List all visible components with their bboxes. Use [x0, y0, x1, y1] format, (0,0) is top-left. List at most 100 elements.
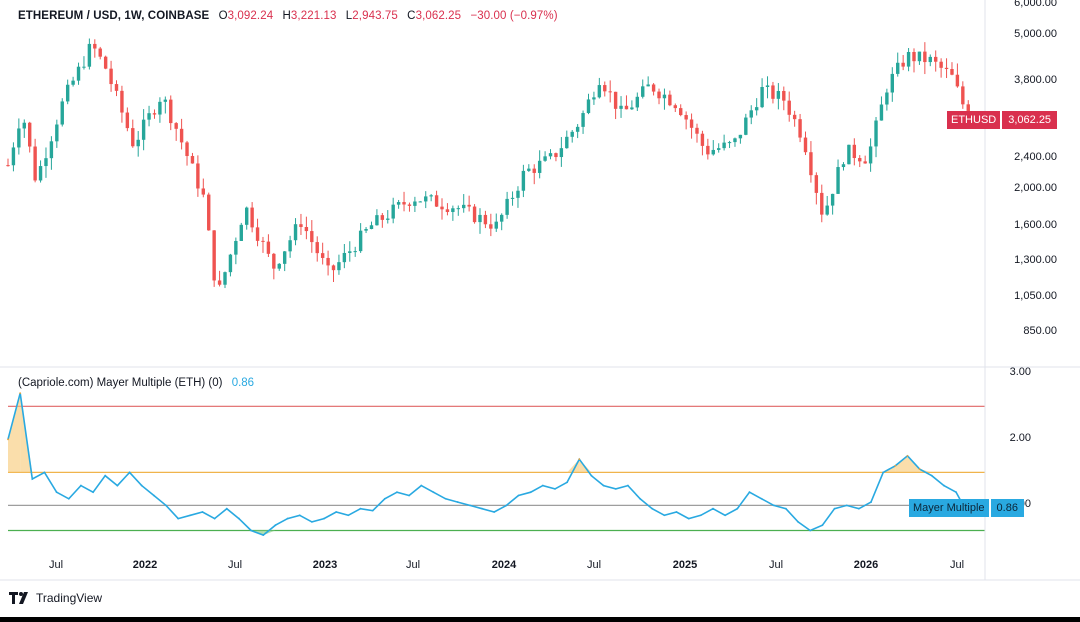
candle-body [331, 265, 336, 271]
mayer-multiple-point [262, 534, 265, 536]
price-candle [228, 253, 233, 277]
candle-body [624, 105, 629, 110]
candle-body [55, 124, 59, 142]
price-candle [152, 109, 157, 119]
price-candle [174, 122, 178, 141]
candle-body [760, 86, 764, 108]
candle-body [939, 61, 943, 68]
price-candle [890, 67, 894, 102]
candle-body [120, 90, 124, 113]
price-candle [49, 136, 54, 170]
candle-body [33, 146, 37, 181]
price-candle [896, 52, 900, 77]
symbol-title[interactable]: ETHEREUM / USD, 1W, COINBASE [18, 10, 210, 22]
price-candle [961, 81, 965, 109]
candle-body [293, 224, 298, 241]
candle-body [722, 142, 726, 149]
price-candle [624, 95, 629, 110]
mayer-multiple-point [456, 501, 459, 503]
price-candle [125, 107, 130, 132]
candle-body [375, 215, 379, 226]
price-candle [413, 196, 417, 212]
candle-body [103, 56, 108, 69]
mayer-multiple-point [517, 494, 520, 497]
mayer-multiple-point [213, 517, 216, 520]
open-value: 3,092.24 [227, 10, 274, 22]
price-candle [489, 213, 493, 237]
price-candle [575, 124, 580, 139]
mayer-multiple-point [420, 484, 423, 487]
price-candle [554, 152, 558, 162]
candle-body [223, 272, 227, 285]
indicator-legend[interactable]: (Capriole.com) Mayer Multiple (ETH) (0) … [18, 377, 254, 389]
price-candle [906, 48, 911, 72]
candle-body [505, 198, 509, 215]
mayer-multiple-point [31, 478, 34, 480]
candle-body [353, 251, 357, 253]
tradingview-logo-icon [9, 592, 28, 604]
price-candle [131, 119, 135, 148]
mayer-multiple-point [590, 474, 593, 477]
close-value: 3,062.25 [415, 10, 462, 22]
candle-body [82, 66, 86, 68]
candle-body [320, 253, 325, 258]
price-candle [548, 149, 553, 160]
price-candle [537, 150, 542, 179]
mayer-multiple-point [797, 520, 799, 523]
candle-body [684, 115, 688, 120]
indicator-legend-value: 0.86 [231, 377, 255, 389]
candle-body [402, 202, 406, 205]
candle-body [565, 136, 569, 149]
price-candle [689, 113, 694, 139]
candle-body [337, 262, 341, 271]
candle-body [516, 190, 520, 198]
candle-body [179, 128, 184, 143]
candle-body [586, 99, 591, 114]
mayer-multiple-point [80, 484, 82, 487]
price-candle [863, 155, 867, 164]
indicator-value-tag: Mayer Multiple 0.86 [909, 499, 1024, 517]
candle-body [277, 263, 281, 269]
indicator-tick-label: 3.00 [1009, 366, 1031, 379]
price-candle [499, 213, 504, 231]
candle-body [754, 107, 759, 111]
candle-body [44, 158, 48, 167]
price-candle [809, 141, 813, 183]
price-candle [711, 140, 715, 156]
price-candle [613, 91, 618, 120]
price-candle [700, 130, 705, 156]
price-candle [814, 172, 819, 205]
candle-body [125, 112, 130, 129]
candle-body [472, 206, 477, 223]
candle-body [532, 168, 536, 173]
candle-body [93, 43, 97, 49]
mayer-multiple-point [821, 524, 824, 527]
candle-body [169, 99, 173, 124]
candle-body [185, 142, 189, 157]
candle-body [673, 105, 677, 109]
candle-body [706, 145, 710, 155]
price-candle [874, 117, 878, 158]
candle-body [76, 66, 81, 81]
candle-body [315, 242, 319, 254]
candle-body [28, 122, 32, 147]
candle-body [239, 224, 243, 241]
candle-body [109, 68, 113, 85]
mayer-multiple-point [663, 514, 666, 517]
price-candle [136, 131, 140, 157]
candle-body [776, 90, 781, 99]
price-candle [163, 96, 168, 114]
candle-body [527, 168, 531, 171]
price-candle [277, 263, 281, 271]
tradingview-branding[interactable]: TradingView [9, 591, 102, 605]
mayer-multiple-point [809, 529, 812, 532]
price-candle [185, 140, 189, 166]
price-candle [82, 56, 86, 70]
price-candle [11, 142, 16, 172]
mayer-multiple-point [566, 481, 569, 484]
low-value: 2,943.75 [352, 10, 398, 22]
time-tick-label: 2023 [312, 559, 338, 571]
mayer-multiple-point [116, 484, 119, 487]
